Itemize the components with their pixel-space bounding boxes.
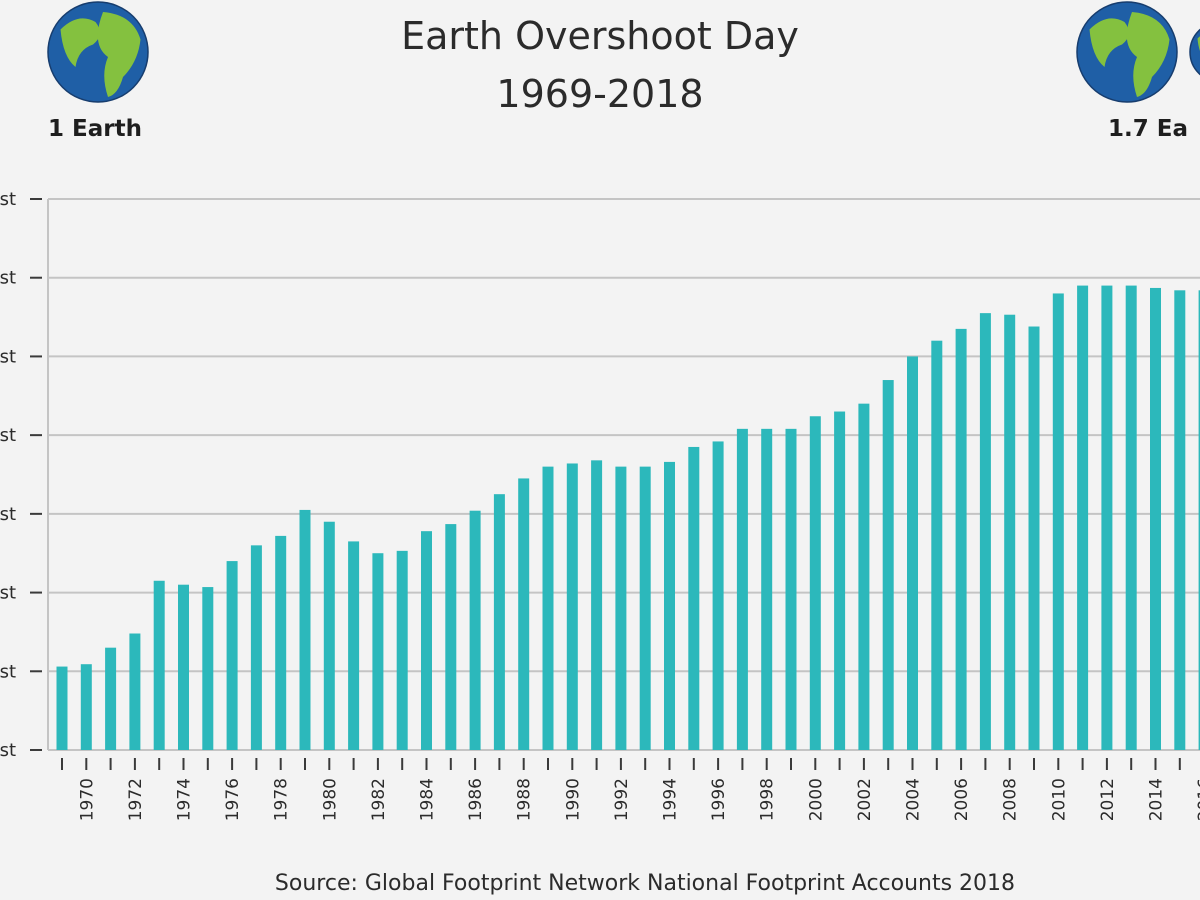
bar bbox=[202, 587, 214, 750]
x-tick-label: 1996 bbox=[709, 778, 729, 821]
bar bbox=[56, 666, 68, 750]
x-tick-label: 1992 bbox=[612, 778, 632, 821]
x-tick-label: 2006 bbox=[952, 778, 972, 821]
source-note: Source: Global Footprint Network Nationa… bbox=[275, 871, 1015, 896]
bar bbox=[979, 313, 991, 750]
bar bbox=[396, 550, 408, 750]
x-tick-label: 2008 bbox=[1001, 778, 1021, 821]
bar bbox=[275, 535, 287, 750]
x-tick-label: 2014 bbox=[1147, 778, 1167, 821]
bar bbox=[1004, 314, 1016, 750]
bar bbox=[226, 561, 238, 750]
bar bbox=[736, 428, 748, 750]
y-tick-label: st bbox=[0, 189, 16, 210]
y-tick-label: st bbox=[0, 504, 16, 525]
x-tick-label: 2010 bbox=[1049, 778, 1069, 821]
x-tick-label: 1982 bbox=[369, 778, 389, 821]
bar bbox=[1028, 326, 1040, 750]
x-tick-label: 1988 bbox=[515, 778, 535, 821]
bar bbox=[834, 411, 846, 750]
bar bbox=[469, 510, 481, 750]
x-tick-label: 1986 bbox=[466, 778, 486, 821]
bar bbox=[129, 633, 141, 750]
bar bbox=[882, 380, 894, 750]
x-tick-label: 1976 bbox=[223, 778, 243, 821]
y-tick-label: st bbox=[0, 740, 16, 761]
bar bbox=[639, 466, 651, 750]
bar bbox=[809, 416, 821, 750]
x-tick-label: 2016 bbox=[1195, 778, 1200, 821]
x-tick-label: 1998 bbox=[758, 778, 778, 821]
bar bbox=[1125, 285, 1137, 750]
x-tick-label: 2002 bbox=[855, 778, 875, 821]
y-tick-label: st bbox=[0, 425, 16, 446]
bar bbox=[907, 356, 918, 750]
bar bbox=[80, 664, 92, 750]
bar bbox=[761, 428, 773, 750]
bar bbox=[955, 328, 967, 750]
bar bbox=[1198, 290, 1200, 750]
x-tick-label: 1994 bbox=[661, 778, 681, 821]
x-tick-label: 1974 bbox=[175, 778, 195, 821]
x-tick-label: 2000 bbox=[806, 778, 826, 821]
bar bbox=[1150, 287, 1161, 750]
x-tick-label: 2004 bbox=[904, 778, 924, 821]
bar bbox=[858, 403, 870, 750]
y-tick-label: st bbox=[0, 583, 16, 604]
earth-globe-partial-icon bbox=[1189, 28, 1200, 76]
y-tick-label: st bbox=[0, 661, 16, 682]
chart-subtitle: 1969-2018 bbox=[496, 72, 704, 116]
bar bbox=[1077, 285, 1089, 750]
y-tick-label: st bbox=[0, 268, 16, 289]
y-tick-label: st bbox=[0, 346, 16, 367]
bar bbox=[493, 494, 505, 750]
x-tick-label: 1970 bbox=[77, 778, 97, 821]
bar bbox=[688, 446, 700, 750]
bar bbox=[105, 647, 117, 750]
chart-title: Earth Overshoot Day bbox=[401, 14, 799, 58]
x-tick-label: 1978 bbox=[272, 778, 292, 821]
bar bbox=[299, 509, 311, 750]
bar bbox=[566, 463, 578, 750]
bar bbox=[153, 580, 165, 750]
bar bbox=[323, 521, 335, 750]
bar bbox=[712, 441, 724, 750]
bar bbox=[591, 460, 603, 750]
bar bbox=[250, 545, 262, 750]
earth-globe-icon bbox=[1076, 1, 1178, 103]
x-tick-label: 1972 bbox=[126, 778, 146, 821]
bar bbox=[785, 428, 797, 750]
x-tick-label: 1984 bbox=[418, 778, 438, 821]
bar bbox=[1052, 293, 1064, 750]
bar bbox=[348, 541, 360, 750]
bar bbox=[1174, 290, 1186, 750]
earth-globe-icon bbox=[47, 1, 149, 103]
right-globe-label: 1.7 Ea bbox=[1108, 116, 1188, 142]
bar bbox=[664, 461, 675, 750]
bar bbox=[931, 340, 943, 750]
bar bbox=[615, 466, 627, 750]
bar bbox=[178, 584, 189, 750]
x-tick-label: 1990 bbox=[563, 778, 583, 821]
bar bbox=[518, 478, 530, 750]
bar bbox=[542, 466, 554, 750]
bar bbox=[372, 553, 384, 750]
x-tick-label: 2012 bbox=[1098, 778, 1118, 821]
bar bbox=[421, 531, 432, 750]
x-tick-label: 1980 bbox=[320, 778, 340, 821]
bar bbox=[1101, 285, 1113, 750]
left-globe-label: 1 Earth bbox=[48, 116, 142, 142]
bar bbox=[445, 524, 457, 750]
